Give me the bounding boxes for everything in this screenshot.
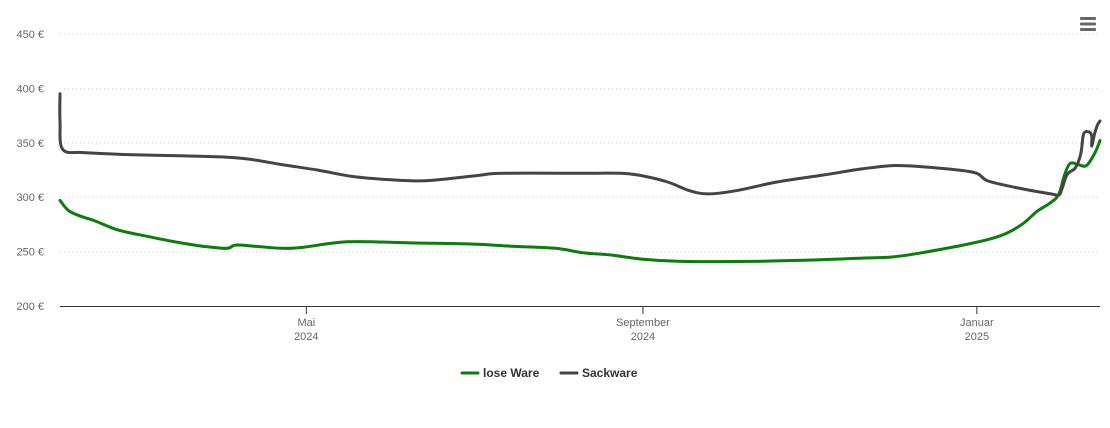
y-tick-label: 300 € [16,192,44,204]
x-tick-month-label: Januar [960,317,994,329]
x-tick-year-label: 2024 [631,331,655,343]
legend-label: lose Ware [483,366,540,380]
chart-menu-button[interactable] [1076,14,1100,34]
y-tick-label: 350 € [16,138,44,150]
y-axis: 200 € 250 € 300 € 350 € 400 € 450 € [16,29,44,313]
y-tick-label: 450 € [16,29,44,41]
series-lines [58,92,1102,264]
y-tick-label: 250 € [16,247,44,259]
y-tick-label: 200 € [16,301,44,313]
x-tick-month-label: Mai [297,317,315,329]
x-tick-month-label: September [616,317,670,329]
legend-item-sackware[interactable]: Sackware [559,366,638,380]
legend-label: Sackware [582,366,638,380]
hamburger-menu-icon [1080,17,1096,31]
x-tick-year-label: 2024 [294,331,318,343]
series-line-lose-ware[interactable] [58,139,1102,264]
grid-lines [60,33,1100,253]
x-tick-year-label: 2025 [965,331,989,343]
series-line-sackware[interactable] [58,92,1102,197]
x-axis: Mai 2024 September 2024 Januar 2025 [60,306,1100,343]
legend-item-lose-ware[interactable]: lose Ware [460,366,540,380]
y-tick-label: 400 € [16,83,44,95]
legend: lose Ware Sackware [460,366,638,380]
